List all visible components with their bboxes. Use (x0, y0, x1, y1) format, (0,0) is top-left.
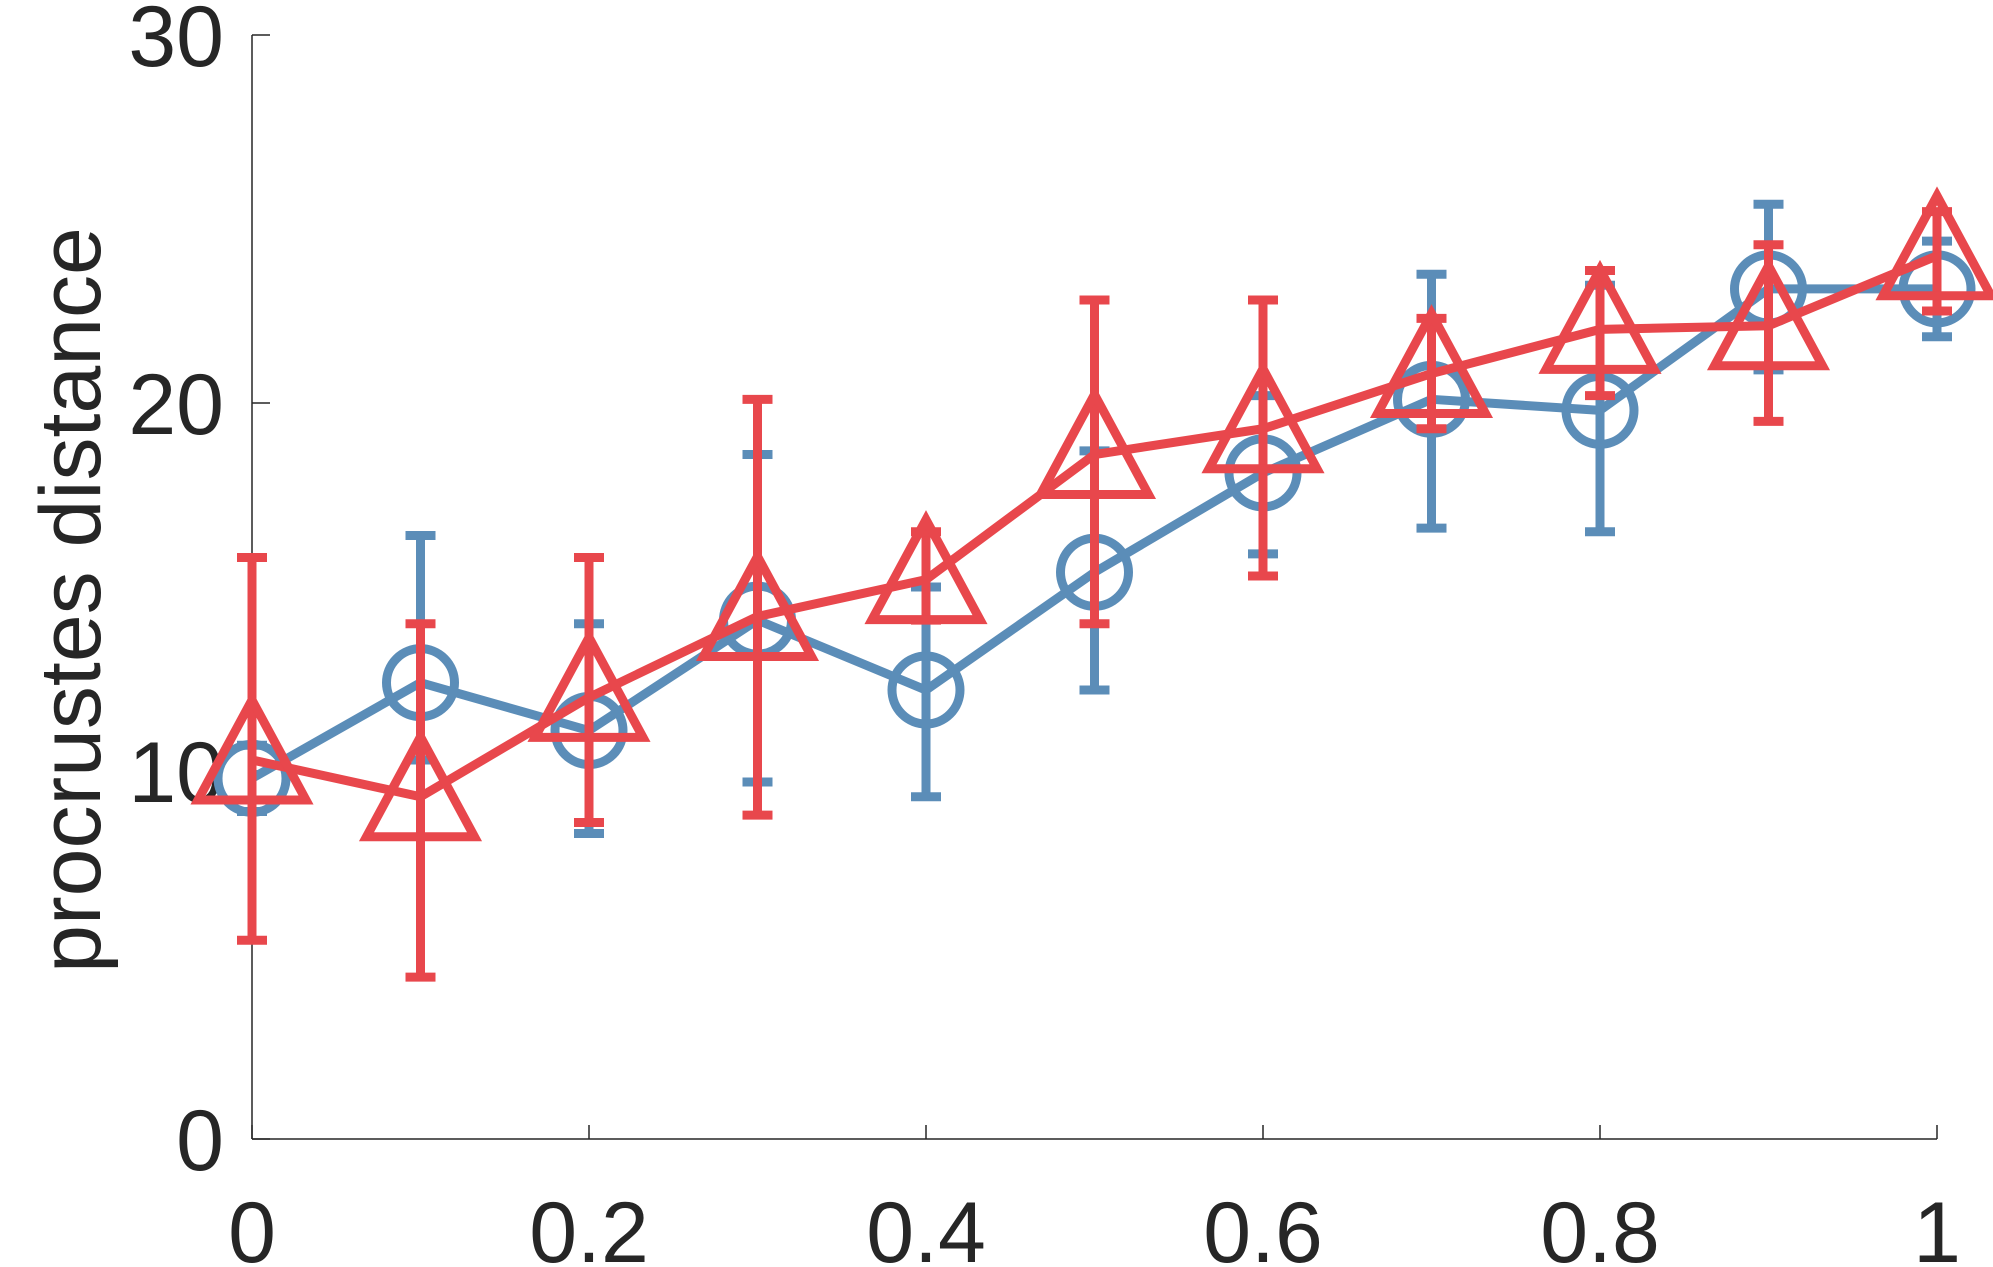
series-layer (190, 186, 1993, 982)
data-point-circle (887, 651, 965, 729)
y-tick-label: 30 (128, 0, 224, 85)
data-point-triangle (1875, 186, 1993, 301)
data-point-triangle (1369, 304, 1494, 419)
x-ticks: 0 0.2 0.4 0.6 0.8 1 (228, 1125, 1961, 1267)
x-tick-label: 1 (1913, 1185, 1961, 1267)
error-bar (742, 394, 773, 820)
x-tick-label: 0 (228, 1185, 276, 1267)
x-tick-label: 0.2 (529, 1185, 649, 1267)
x-tick-label: 0.4 (866, 1185, 986, 1267)
y-tick-label: 0 (176, 1093, 224, 1189)
x-tick-label: 0.8 (1540, 1185, 1660, 1267)
data-point-triangle (190, 690, 314, 805)
error-bar (237, 553, 267, 945)
y-axis-label: procrustes distance (23, 227, 119, 973)
x-tick-label: 0.6 (1203, 1185, 1323, 1267)
data-point-triangle (1032, 385, 1157, 500)
data-point-triangle (695, 546, 820, 661)
data-point-triangle (358, 727, 483, 842)
data-point-triangle (1201, 359, 1325, 474)
data-point-triangle (527, 627, 651, 742)
error-bar (1248, 295, 1278, 581)
data-point-triangle (1706, 256, 1831, 371)
y-tick-label: 20 (128, 357, 224, 453)
error-bar (1079, 295, 1110, 629)
data-point-triangle (864, 510, 988, 625)
data-point-triangle (1538, 259, 1662, 374)
series-triangle (190, 186, 1993, 982)
error-bar (574, 553, 604, 828)
error-bar (405, 619, 436, 982)
